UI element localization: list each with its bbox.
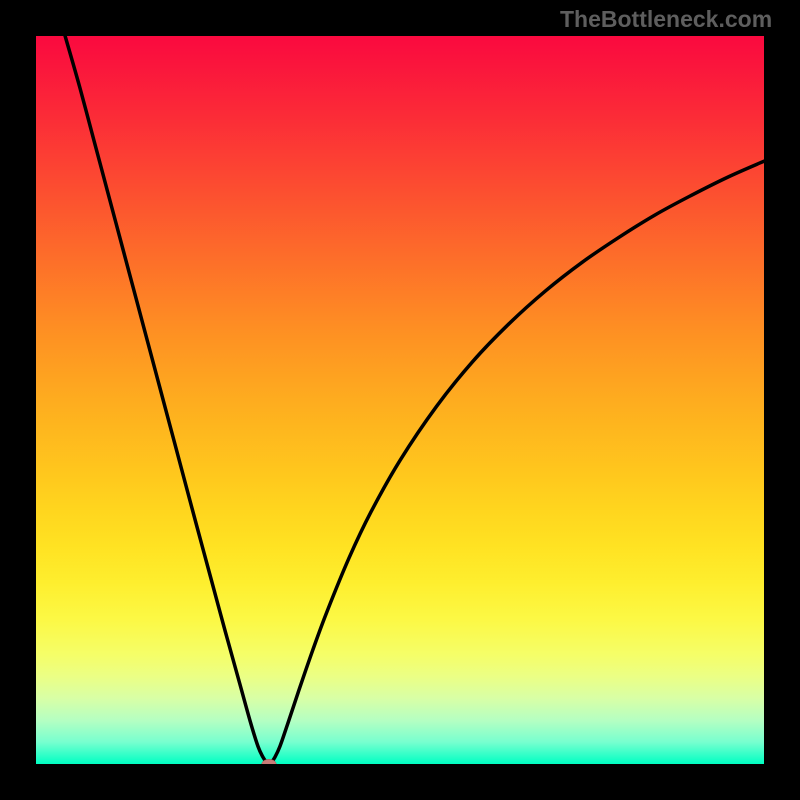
plot-area <box>36 36 764 764</box>
figure-container: TheBottleneck.com <box>0 0 800 800</box>
watermark-text: TheBottleneck.com <box>560 6 772 33</box>
bottleneck-curve <box>36 36 764 764</box>
